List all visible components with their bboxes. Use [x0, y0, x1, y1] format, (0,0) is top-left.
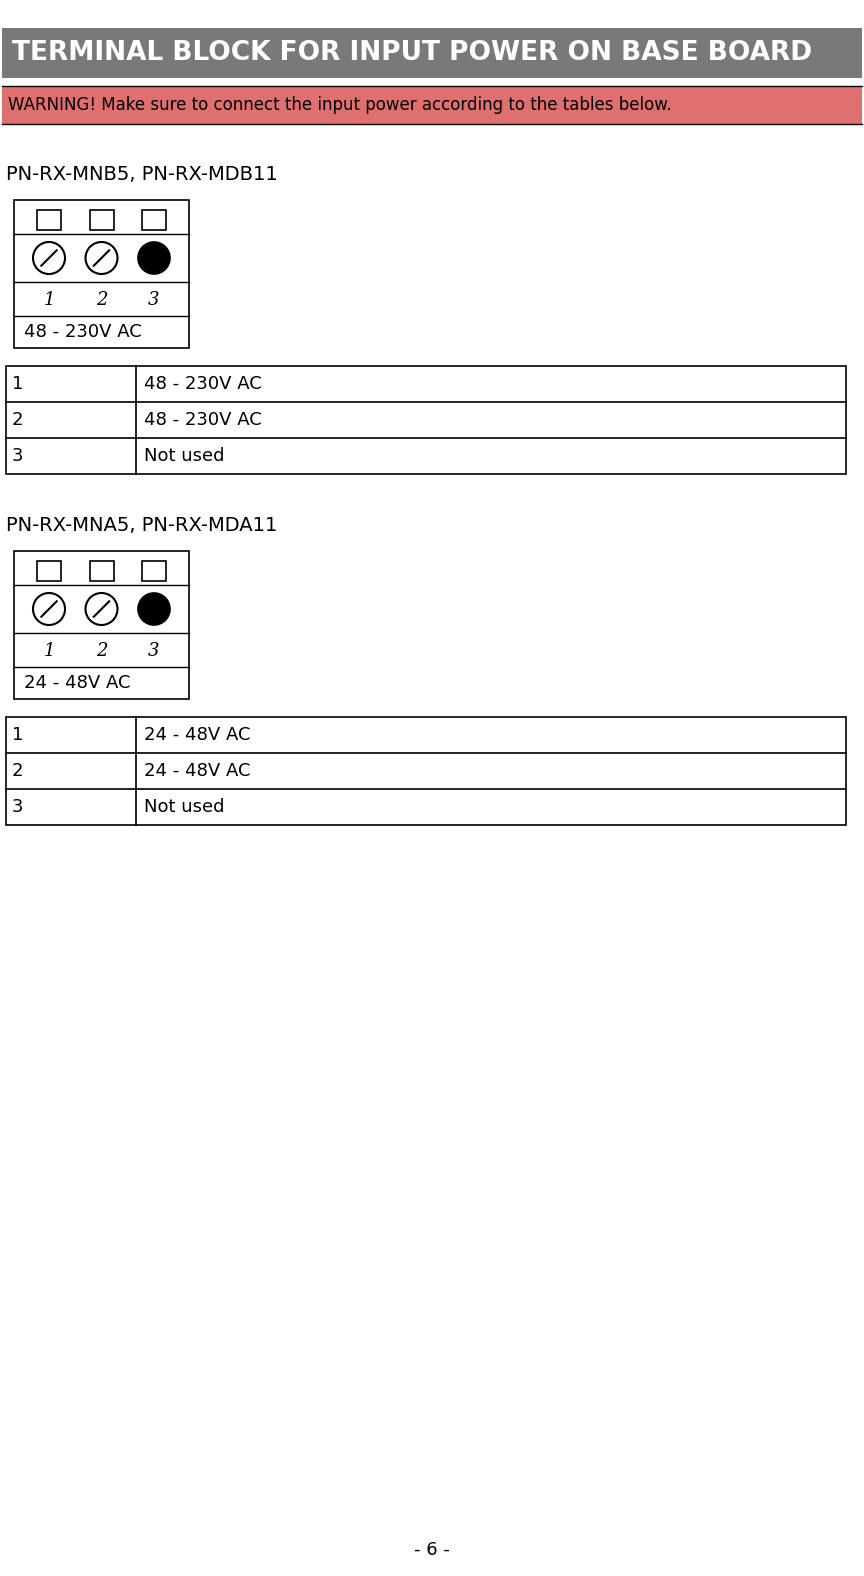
Text: Not used: Not used [144, 448, 225, 465]
Text: 1: 1 [12, 375, 23, 392]
Text: 3: 3 [149, 641, 160, 660]
Text: 48 - 230V AC: 48 - 230V AC [24, 323, 142, 340]
Bar [37, 210, 61, 230]
Circle shape [33, 243, 65, 274]
Text: 2: 2 [96, 641, 107, 660]
Text: 24 - 48V AC: 24 - 48V AC [144, 727, 251, 744]
Bar [6, 717, 846, 824]
Text: 24 - 48V AC: 24 - 48V AC [24, 675, 130, 692]
Text: 1: 1 [12, 727, 23, 744]
Text: 2: 2 [12, 763, 23, 780]
Text: 3: 3 [149, 292, 160, 309]
Text: 3: 3 [12, 448, 23, 465]
Bar [90, 210, 113, 230]
Bar [2, 28, 862, 77]
Text: 48 - 230V AC: 48 - 230V AC [144, 411, 262, 429]
Text: 1: 1 [43, 292, 54, 309]
Text: TERMINAL BLOCK FOR INPUT POWER ON BASE BOARD: TERMINAL BLOCK FOR INPUT POWER ON BASE B… [12, 39, 812, 66]
Text: 2: 2 [12, 411, 23, 429]
Text: 3: 3 [12, 797, 23, 816]
Circle shape [86, 243, 118, 274]
Bar [142, 210, 166, 230]
Circle shape [138, 243, 170, 274]
Text: 2: 2 [96, 292, 107, 309]
Bar [2, 87, 862, 125]
Text: WARNING! Make sure to connect the input power according to the tables below.: WARNING! Make sure to connect the input … [8, 96, 671, 113]
Bar [90, 561, 113, 582]
Text: Not used: Not used [144, 797, 225, 816]
Bar [6, 366, 846, 474]
Bar [142, 561, 166, 582]
Circle shape [86, 593, 118, 626]
Text: 48 - 230V AC: 48 - 230V AC [144, 375, 262, 392]
Text: - 6 -: - 6 - [414, 1541, 450, 1559]
Bar [37, 561, 61, 582]
Text: 1: 1 [43, 641, 54, 660]
Circle shape [33, 593, 65, 626]
Bar [14, 552, 189, 700]
Text: PN-RX-MNA5, PN-RX-MDA11: PN-RX-MNA5, PN-RX-MDA11 [6, 515, 277, 534]
Text: PN-RX-MNB5, PN-RX-MDB11: PN-RX-MNB5, PN-RX-MDB11 [6, 165, 277, 184]
Text: 24 - 48V AC: 24 - 48V AC [144, 763, 251, 780]
Circle shape [138, 593, 170, 626]
Bar [14, 200, 189, 348]
